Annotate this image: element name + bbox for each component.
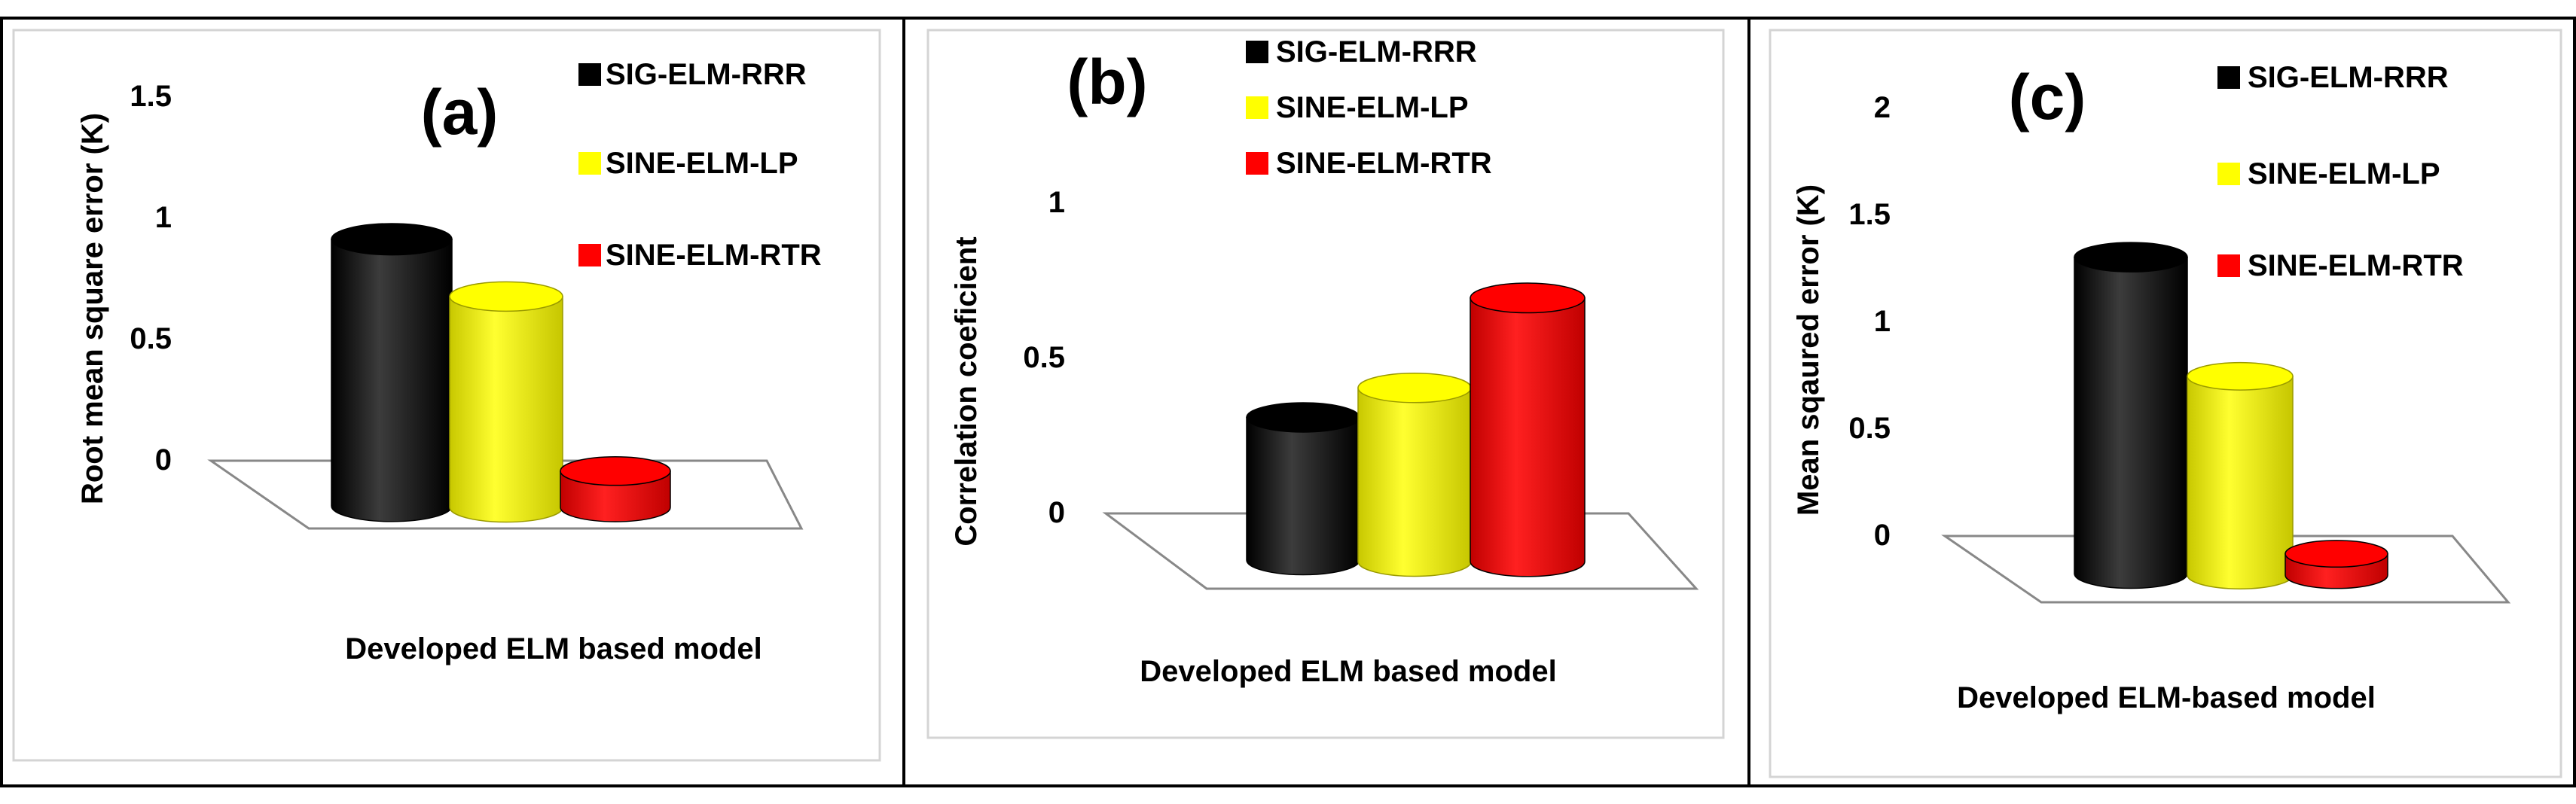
bar-top <box>2187 361 2294 391</box>
legend-label: SINE-ELM-RTR <box>2248 249 2464 282</box>
chart-panel-a: (a) Root mean square error (K) Developed… <box>12 29 881 762</box>
legend-item: SINE-ELM-LP <box>578 147 798 180</box>
x-axis-label: Developed ELM-based model <box>1957 681 2376 714</box>
legend-swatch <box>1246 96 1268 119</box>
bar-sine-elm-lp <box>2187 361 2294 589</box>
y-tick-label: 1 <box>1874 305 1891 338</box>
bar-top <box>331 223 453 256</box>
y-axis-label: Root mean square error (K) <box>76 113 109 504</box>
y-axis-label: Mean sqaured error (K) <box>1792 184 1825 516</box>
panel-label: (a) <box>421 77 499 148</box>
bar-sine-elm-lp <box>449 281 563 523</box>
bar-body <box>1246 416 1360 576</box>
chart-frame <box>926 29 1725 739</box>
bar-top <box>1357 373 1472 404</box>
bar-top <box>1470 282 1586 314</box>
y-tick-label: 0.5 <box>1848 412 1891 445</box>
bar-sine-elm-lp <box>1357 373 1472 577</box>
y-tick-label: 1 <box>155 201 172 234</box>
y-axis-label: Correlation coeficient <box>950 236 983 546</box>
legend-swatch <box>2217 66 2240 89</box>
panel-label: (c) <box>2009 62 2086 132</box>
x-axis-label: Developed ELM based model <box>345 632 762 665</box>
legend-swatch <box>1246 41 1268 63</box>
y-tick-label: 0 <box>1048 496 1065 529</box>
bar-body <box>2187 376 2294 589</box>
panel-label: (b) <box>1067 47 1147 117</box>
legend-label: SIG-ELM-RRR <box>606 58 807 91</box>
legend-label: SINE-ELM-LP <box>606 147 798 180</box>
legend-label: SIG-ELM-RRR <box>2248 61 2449 94</box>
bar-top <box>1246 402 1360 433</box>
legend-swatch <box>1246 152 1268 175</box>
bar-sine-elm-rtr <box>1470 282 1586 577</box>
bar-body <box>1470 297 1586 577</box>
chart-panel-c: (c) Mean sqaured error (K) Developed ELM… <box>1769 29 2562 778</box>
legend-swatch <box>578 244 601 266</box>
y-tick-label: 0.5 <box>1023 341 1065 374</box>
bar-body <box>1357 387 1472 577</box>
legend-swatch <box>578 152 601 175</box>
bar-sig-elm-rrr <box>331 223 453 522</box>
legend-label: SINE-ELM-LP <box>1276 91 1469 124</box>
y-tick-label: 1.5 <box>130 80 172 113</box>
y-tick-label: 0.5 <box>130 322 172 355</box>
bar-body <box>449 296 563 523</box>
bar-top <box>2074 242 2188 273</box>
bar-top <box>449 281 563 312</box>
x-axis-label: Developed ELM based model <box>1140 655 1556 688</box>
y-tick-label: 0 <box>1874 519 1891 552</box>
legend-label: SIG-ELM-RRR <box>1276 35 1477 69</box>
legend-label: SINE-ELM-RTR <box>606 239 822 272</box>
legend-item: SINE-ELM-RTR <box>1246 147 1492 180</box>
y-tick-label: 2 <box>1874 91 1891 124</box>
bar-sig-elm-rrr <box>1246 402 1360 576</box>
legend-item: SIG-ELM-RRR <box>2217 61 2449 94</box>
bar-top <box>2285 540 2388 568</box>
legend-item: SINE-ELM-RTR <box>578 239 822 272</box>
bar-sine-elm-rtr <box>2285 540 2388 589</box>
legend-item: SINE-ELM-LP <box>2217 157 2440 190</box>
legend-swatch <box>2217 163 2240 185</box>
bar-sine-elm-rtr <box>560 455 671 522</box>
chart-panel-b: (b) Correlation coeficient Developed ELM… <box>926 29 1725 739</box>
bar-body <box>2074 256 2188 589</box>
bar-body <box>331 239 453 522</box>
bar-sig-elm-rrr <box>2074 242 2188 589</box>
bar-top <box>560 455 671 486</box>
legend-label: SINE-ELM-LP <box>2248 157 2440 190</box>
legend-item: SIG-ELM-RRR <box>578 58 807 91</box>
legend-item: SIG-ELM-RRR <box>1246 35 1477 69</box>
legend-label: SINE-ELM-RTR <box>1276 147 1492 180</box>
legend-item: SINE-ELM-RTR <box>2217 249 2464 282</box>
y-tick-label: 1 <box>1048 186 1065 219</box>
y-tick-label: 1.5 <box>1848 198 1891 231</box>
y-tick-label: 0 <box>155 443 172 477</box>
legend-swatch <box>2217 254 2240 277</box>
legend-item: SINE-ELM-LP <box>1246 91 1469 124</box>
legend-swatch <box>578 63 601 86</box>
figure-border <box>0 17 2576 787</box>
